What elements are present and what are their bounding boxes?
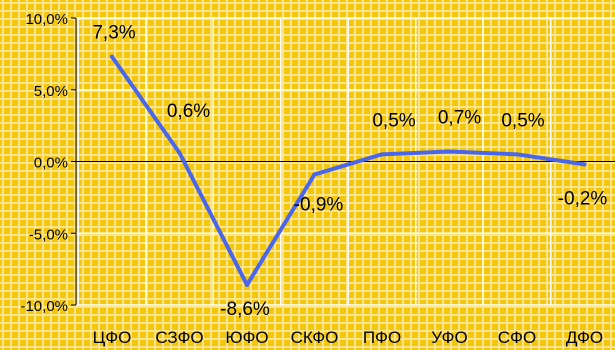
data-point	[110, 54, 114, 59]
axes: 10,0% 5,0% 0,0% -5,0% -10,0%	[20, 11, 615, 315]
data-label: 0,5%	[501, 110, 544, 131]
data-label: 7,3%	[92, 23, 135, 44]
x-tick-label: ПФО	[363, 328, 401, 347]
data-point	[447, 149, 452, 154]
x-tick-label: СКФО	[291, 328, 339, 347]
x-tick-label: ЦФО	[93, 328, 132, 347]
y-tick-label: 5,0%	[34, 83, 68, 100]
data-point	[380, 152, 384, 157]
data-point	[177, 150, 182, 155]
series-layer	[110, 54, 587, 287]
data-point	[582, 162, 587, 167]
y-tick-label: -10,0%	[20, 298, 68, 315]
x-tick-label: СФО	[498, 328, 536, 347]
data-label: -8,6%	[220, 299, 270, 320]
data-point	[245, 282, 249, 287]
data-label: -0,2%	[558, 188, 608, 209]
data-label: 0,7%	[438, 107, 481, 128]
y-tick-label: 10,0%	[25, 11, 68, 28]
x-tick-label: ДФО	[566, 328, 603, 347]
x-tick-label: ЮФО	[225, 328, 268, 347]
y-tick-label: -5,0%	[29, 226, 68, 243]
data-label: 0,5%	[372, 110, 415, 131]
data-label: 0,6%	[167, 101, 210, 122]
labels: ЦФО СЗФО ЮФО СКФО ПФО УФО СФО ДФО 7,3% 0,6% -8,6% -…	[92, 23, 607, 347]
data-point	[312, 172, 317, 177]
x-tick-label: СЗФО	[155, 328, 203, 347]
y-tick-label: 0,0%	[34, 155, 68, 172]
data-point	[515, 152, 519, 157]
x-tick-label: УФО	[431, 328, 467, 347]
data-label: -0,9%	[294, 194, 344, 215]
series-line	[110, 54, 587, 287]
